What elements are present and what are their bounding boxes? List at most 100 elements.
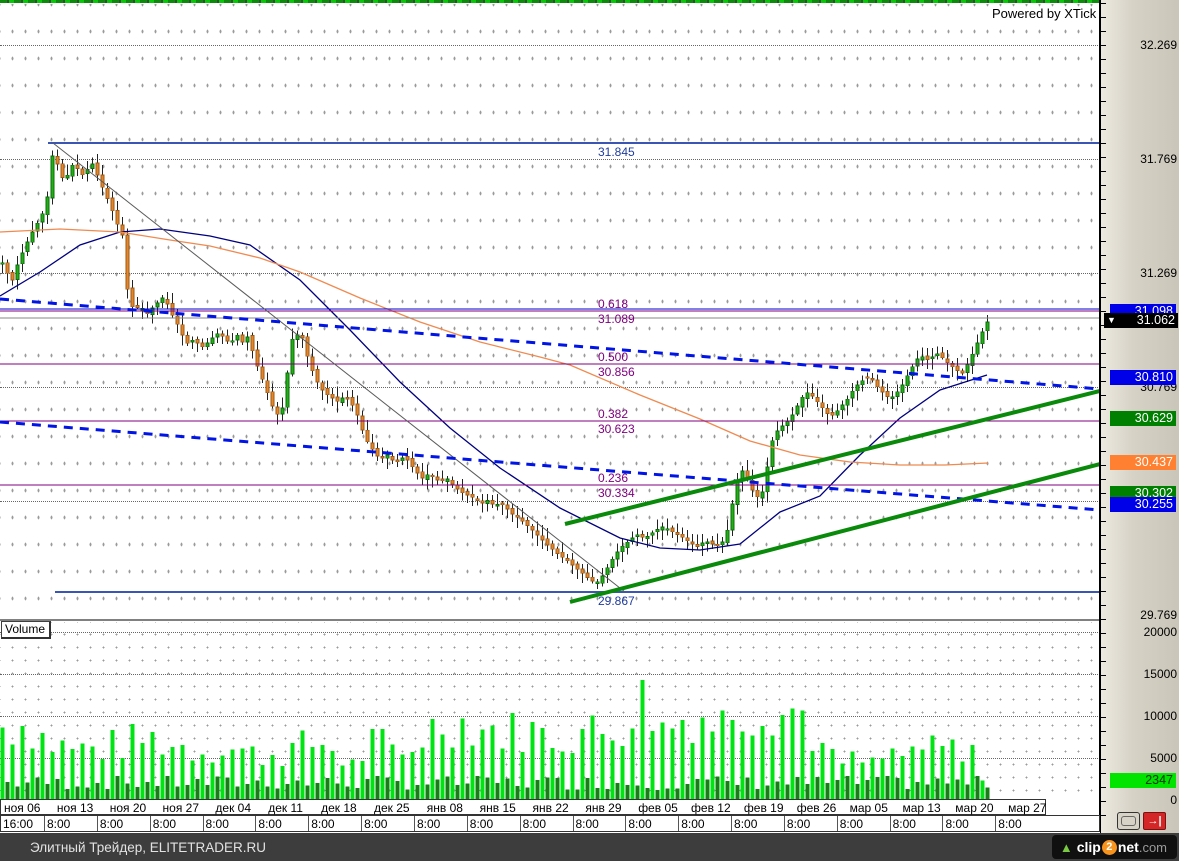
current-price-label: ▼ 31.062: [1104, 312, 1178, 328]
date-tick-label: мар 27: [1008, 801, 1047, 815]
time-tick-label: 8:00: [364, 817, 388, 831]
time-axis: 16:00 8:00 8:00 8:00 8:00 8:00 8:00 8:00 8:00 8:0…: [0, 815, 1100, 832]
time-tick-label: 8:00: [99, 817, 124, 831]
fib-ratio-label: 0.236: [598, 471, 629, 485]
date-tick-label: дек 18: [321, 801, 357, 815]
price-level-label: 30.437: [1110, 455, 1176, 471]
time-tick-label: 8:00: [892, 817, 916, 831]
time-tick-label: 8:00: [945, 817, 969, 831]
fib-value-label: 30.856: [598, 365, 635, 379]
powered-by-label: Powered by XTick: [992, 6, 1097, 21]
time-tick-label: 8:00: [522, 817, 546, 831]
fib-ratio-label: 0.500: [598, 350, 629, 364]
time-tick-label: 8:00: [311, 817, 335, 831]
time-tick-label: 8:00: [416, 817, 441, 831]
volume-tick-label: 0: [1170, 793, 1177, 807]
volume-tick-label: 10000: [1143, 709, 1177, 723]
fib-value-label: 31.089: [598, 312, 635, 326]
time-tick-label: 8:00: [152, 817, 177, 831]
axis-tick-marks: [1101, 3, 1106, 829]
date-tick-label: ноя 13: [56, 801, 94, 815]
time-tick-label: 8:00: [205, 817, 229, 831]
time-tick-label: 8:00: [469, 817, 494, 831]
date-tick-label: дек 25: [373, 801, 410, 815]
time-cell-separator: [942, 816, 944, 831]
price-tick-label: 31.269: [1140, 266, 1177, 280]
date-tick-label: мар 20: [955, 801, 994, 815]
last-volume-label: 2347: [1110, 773, 1176, 788]
date-tick-label: янв 29: [585, 801, 622, 815]
boundary-value-label: 31.845: [598, 145, 635, 159]
time-cell-separator: [413, 816, 415, 831]
time-cell-separator: [361, 816, 363, 831]
price-level-label: 30.810: [1110, 370, 1176, 386]
time-tick-label: 8:00: [628, 817, 652, 831]
date-tick-label: янв 15: [479, 801, 516, 815]
time-tick-label: 8:00: [734, 817, 758, 831]
time-tick-label: 8:00: [258, 817, 282, 831]
grid-line: [0, 632, 1100, 633]
date-tick-label: дек 04: [215, 801, 251, 815]
scroll-mode-button[interactable]: [1117, 812, 1140, 830]
price-level-label: 30.255: [1110, 496, 1176, 512]
time-cell-separator: [255, 816, 257, 831]
chart-plot-area[interactable]: 0.618 31.089 0.500 30.856 0.382 30.623 0.236 30…: [0, 0, 1100, 832]
date-tick-label: мар 05: [849, 801, 888, 815]
logo-text-clip: clip: [1076, 839, 1101, 855]
volume-tick-label: 5000: [1150, 751, 1177, 765]
chart-canvas: [0, 0, 1100, 832]
date-tick-label: янв 08: [426, 801, 463, 815]
time-cell-separator: [519, 816, 521, 831]
logo-text-net: net: [1117, 839, 1139, 855]
date-tick-label: фев 26: [796, 801, 837, 815]
time-tick-label: 8:00: [839, 817, 864, 831]
date-tick-label: ноя 06: [4, 801, 41, 815]
time-tick-label: 8:00: [681, 817, 705, 831]
time-cell-separator: [625, 816, 627, 831]
grid-line: [0, 273, 1100, 274]
volume-tick-label: 20000: [1143, 625, 1177, 639]
date-tick-label: дек 11: [268, 801, 303, 815]
date-tick-label: фев 12: [691, 801, 731, 815]
date-tick-label: мар 13: [902, 801, 941, 815]
time-tick-label: 8:00: [575, 817, 599, 831]
time-cell-separator: [678, 816, 680, 831]
time-cell-separator: [995, 816, 997, 831]
grid-line: [0, 716, 1100, 717]
scroll-icon: [1121, 816, 1136, 826]
price-axis-panel: 32.269 31.769 31.269 30.769 29.769 20000 15000…: [1100, 0, 1179, 833]
time-cell-separator: [149, 816, 151, 831]
fib-value-label: 30.623: [598, 422, 635, 436]
time-cell-separator: [572, 816, 574, 831]
volume-pane-label[interactable]: Volume: [1, 621, 52, 639]
fib-value-label: 30.334: [598, 486, 635, 500]
grid-line: [0, 45, 1100, 46]
price-level-label: 30.629: [1110, 411, 1176, 427]
time-cell-separator: [731, 816, 733, 831]
time-cell-separator: [96, 816, 98, 831]
go-to-end-button[interactable]: →|: [1143, 812, 1166, 830]
date-tick-label: янв 22: [532, 801, 569, 815]
time-tick-label: 16:00: [3, 817, 34, 831]
grid-line: [0, 674, 1100, 675]
time-tick-label: 8:00: [786, 817, 811, 831]
boundary-value-label: 29.867: [598, 594, 635, 608]
status-bar: Элитный Трейдер, ELITETRADER.RU ▲ clip 2…: [0, 833, 1179, 861]
price-tick-label: 32.269: [1140, 38, 1177, 52]
time-cell-separator: [889, 816, 891, 831]
grid-line: [0, 758, 1100, 759]
fib-ratio-label: 0.382: [598, 407, 629, 421]
date-tick-label: ноя 27: [162, 801, 200, 815]
date-tick-label: ноя 20: [109, 801, 147, 815]
logo-badge-2: 2: [1101, 839, 1117, 855]
volume-tick-label: 15000: [1143, 667, 1177, 681]
time-cell-separator: [836, 816, 838, 831]
date-axis: ноя 06 ноя 13 ноя 20 ноя 27 дек 04 дек 11 дек …: [0, 799, 1046, 815]
upload-arrow-icon: ▲: [1059, 839, 1073, 855]
clip2net-logo[interactable]: ▲ clip 2 net .com: [1051, 835, 1177, 859]
grid-line: [0, 159, 1100, 160]
time-tick-label: 8:00: [998, 817, 1022, 831]
time-cell-separator: [308, 816, 310, 831]
window-top-edge: [0, 0, 1100, 3]
